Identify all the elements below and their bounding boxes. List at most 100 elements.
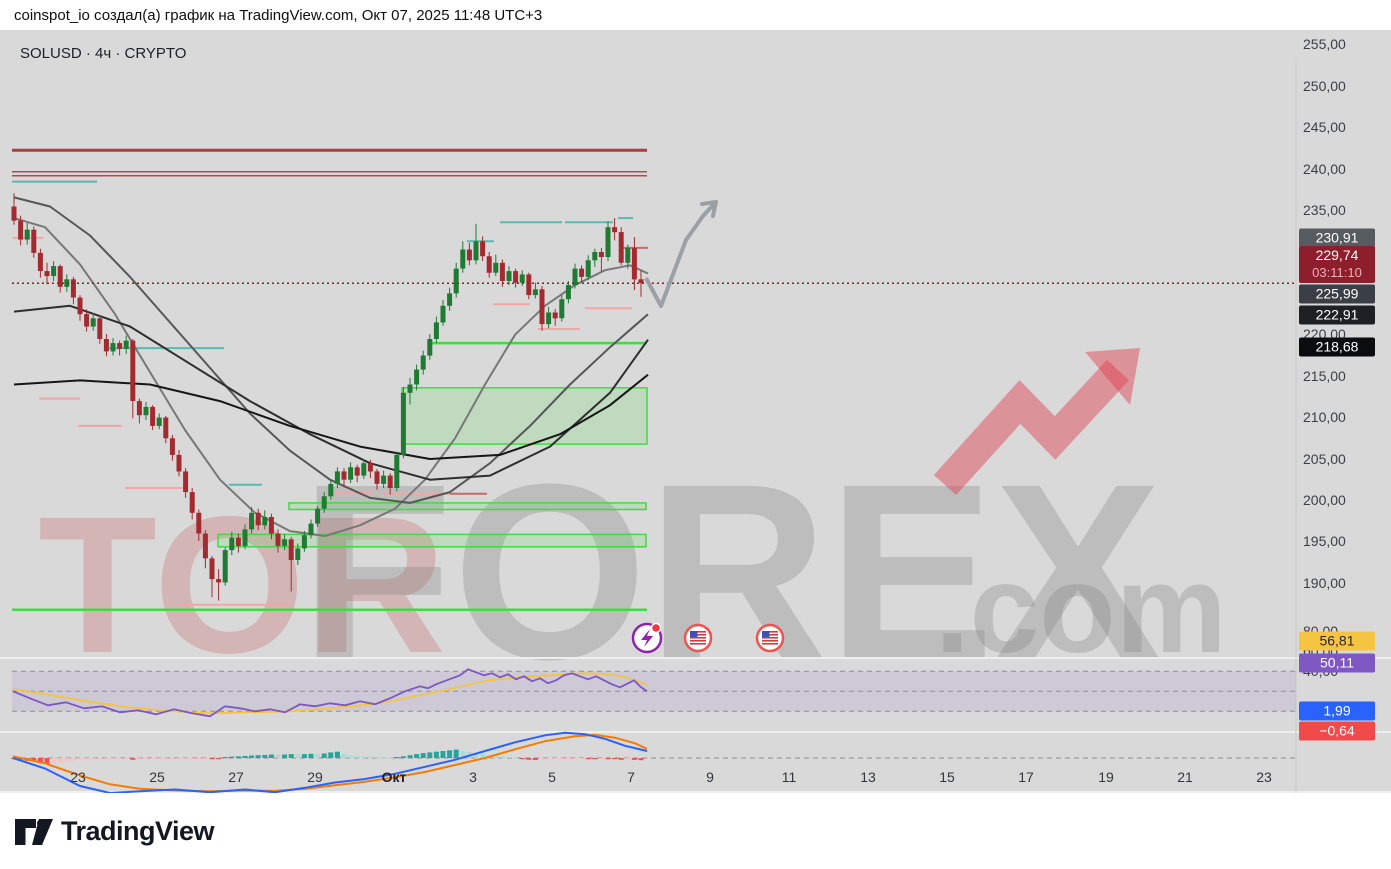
candle — [117, 340, 123, 356]
candle — [473, 223, 479, 265]
candle — [414, 364, 420, 391]
time-axis-label[interactable]: 21 — [1177, 769, 1193, 785]
watermark-arrow — [933, 359, 1130, 496]
candle — [150, 405, 156, 430]
candle — [84, 309, 90, 332]
candle — [579, 265, 585, 283]
candle — [394, 451, 400, 492]
time-axis-label[interactable]: 23 — [1256, 769, 1272, 785]
price-scale-label: 215,00 — [1303, 368, 1346, 384]
candle — [433, 316, 439, 344]
price-scale-label: 240,00 — [1303, 161, 1346, 177]
candle — [539, 286, 545, 331]
candle — [598, 247, 604, 272]
price-scale-label: 255,00 — [1303, 36, 1346, 52]
candle — [367, 459, 373, 479]
support-zone[interactable] — [401, 387, 648, 445]
tradingview-logo-text: TradingView — [61, 816, 215, 846]
candle — [638, 270, 644, 297]
time-axis-label[interactable]: 3 — [469, 769, 477, 785]
support-zone[interactable] — [217, 533, 647, 548]
time-axis-label[interactable]: 23 — [70, 769, 86, 785]
candle — [625, 244, 631, 269]
macd-pane — [11, 749, 1296, 764]
candle — [262, 510, 268, 530]
economic-event-us-flag-icon[interactable] — [683, 623, 713, 653]
candle — [90, 313, 96, 331]
candle — [77, 295, 83, 321]
footer-bar: TradingView — [0, 793, 1391, 869]
price-scale-label: 195,00 — [1303, 533, 1346, 549]
candle — [97, 315, 103, 344]
chart-region[interactable]: TOR FOREX .com — [0, 30, 1391, 823]
rsi-line — [12, 668, 648, 718]
candle — [249, 507, 255, 534]
candle — [381, 470, 387, 488]
time-axis-label[interactable]: 7 — [627, 769, 635, 785]
tradingview-logo[interactable]: TradingView — [15, 816, 215, 847]
candle — [308, 519, 314, 539]
ma-line-ma-mid — [13, 196, 649, 504]
last-price-badge: 229,74 03:11:10 — [1299, 246, 1375, 283]
candle — [295, 543, 301, 565]
candle — [605, 221, 611, 262]
time-axis-label[interactable]: 9 — [706, 769, 714, 785]
time-axis-label[interactable]: 27 — [228, 769, 244, 785]
candle — [235, 533, 241, 553]
time-axis-label[interactable]: 29 — [307, 769, 323, 785]
candle — [565, 281, 571, 304]
watermark-part3: .com — [935, 540, 1227, 679]
candle — [513, 268, 519, 288]
projection-arrow[interactable] — [644, 200, 718, 308]
candle — [202, 530, 208, 569]
candle — [506, 266, 512, 286]
time-axis-label[interactable]: 19 — [1098, 769, 1114, 785]
economic-event-us-flag-icon[interactable] — [755, 623, 785, 653]
last-price-value: 229,74 — [1315, 247, 1359, 263]
candle — [282, 534, 288, 551]
candle — [176, 449, 182, 477]
candle — [486, 252, 492, 278]
candle — [57, 264, 63, 293]
time-axis-label[interactable]: 17 — [1018, 769, 1034, 785]
time-axis-label[interactable]: 11 — [781, 769, 797, 785]
support-zone[interactable] — [288, 502, 647, 511]
economic-event-lightning-icon[interactable] — [631, 622, 663, 654]
symbol-legend[interactable]: SOLUSD · 4ч · CRYPTO — [20, 45, 187, 62]
candle — [453, 262, 459, 298]
candle — [44, 262, 50, 285]
time-axis-label[interactable]: 5 — [548, 769, 556, 785]
candle — [222, 547, 228, 586]
candle — [407, 377, 413, 405]
candle — [209, 555, 215, 598]
time-axis-label[interactable]: Окт — [381, 769, 407, 785]
candle — [440, 300, 446, 326]
candle — [321, 492, 327, 513]
candle — [123, 335, 129, 354]
candle — [585, 255, 591, 281]
candle — [288, 536, 294, 592]
price-scale-label: 235,00 — [1303, 202, 1346, 218]
bar-countdown: 03:11:10 — [1312, 265, 1362, 280]
candle — [387, 473, 393, 495]
candle — [189, 488, 195, 520]
candle — [18, 215, 24, 246]
candle — [334, 467, 340, 488]
candle — [275, 529, 281, 553]
candle — [301, 531, 307, 552]
time-axis-label[interactable]: 25 — [149, 769, 165, 785]
price-scale-label: 210,00 — [1303, 409, 1346, 425]
candle — [130, 339, 136, 419]
time-axis-label[interactable]: 15 — [939, 769, 955, 785]
candle — [460, 241, 466, 273]
candle — [612, 218, 618, 241]
ma-line-ma-fast — [13, 217, 649, 537]
rsi-pane — [12, 670, 1296, 712]
ma-line-ma-slowest — [13, 373, 649, 460]
ma-value-badge: 218,68 — [1299, 337, 1375, 357]
time-axis-label[interactable]: 13 — [860, 769, 876, 785]
tradingview-logo-icon — [15, 818, 53, 845]
candle — [156, 413, 162, 430]
indicator-value-badge: 50,11 — [1299, 653, 1375, 673]
